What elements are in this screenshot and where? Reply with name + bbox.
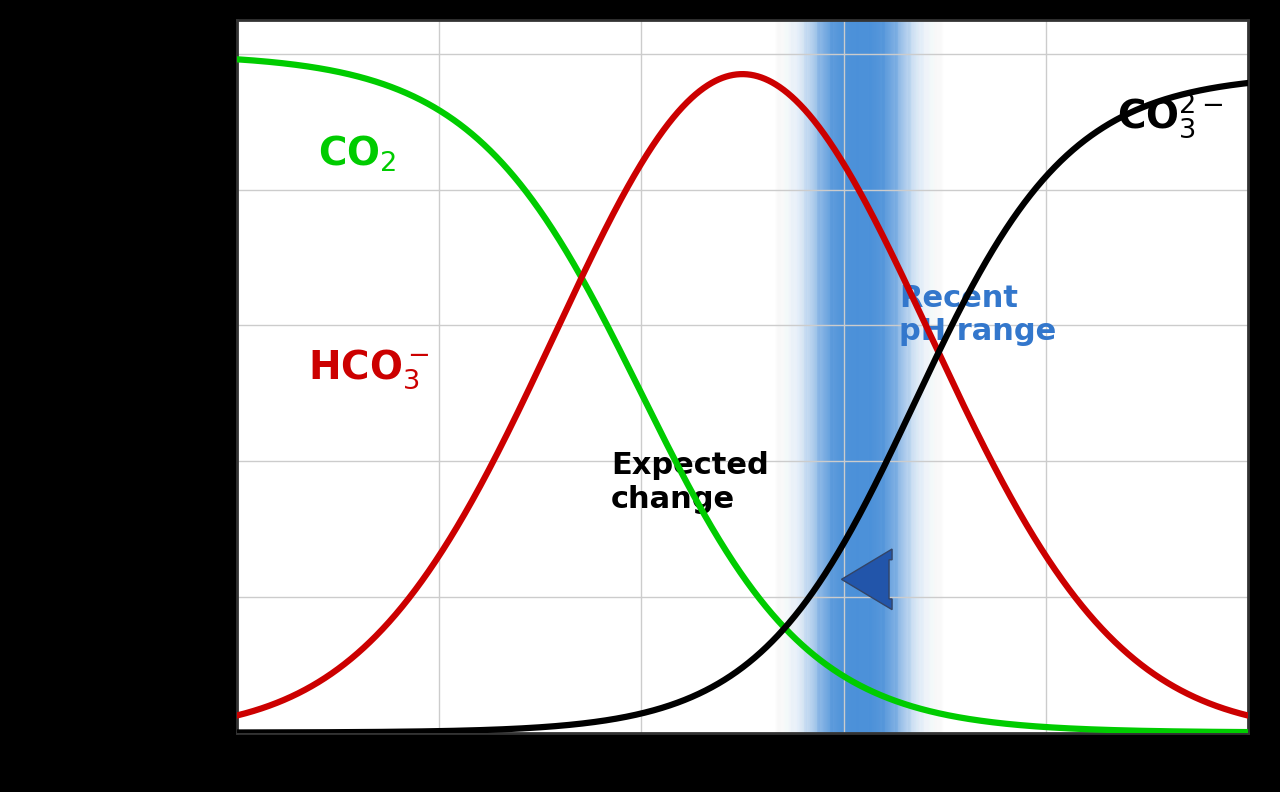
FancyArrow shape: [841, 549, 892, 610]
Text: HCO$_3^-$: HCO$_3^-$: [307, 348, 429, 391]
Text: CO$_2$: CO$_2$: [317, 134, 397, 174]
Text: Recent
pH range: Recent pH range: [899, 284, 1056, 346]
Text: CO$_3^{2-}$: CO$_3^{2-}$: [1116, 91, 1224, 141]
Text: Expected
change: Expected change: [611, 451, 769, 514]
